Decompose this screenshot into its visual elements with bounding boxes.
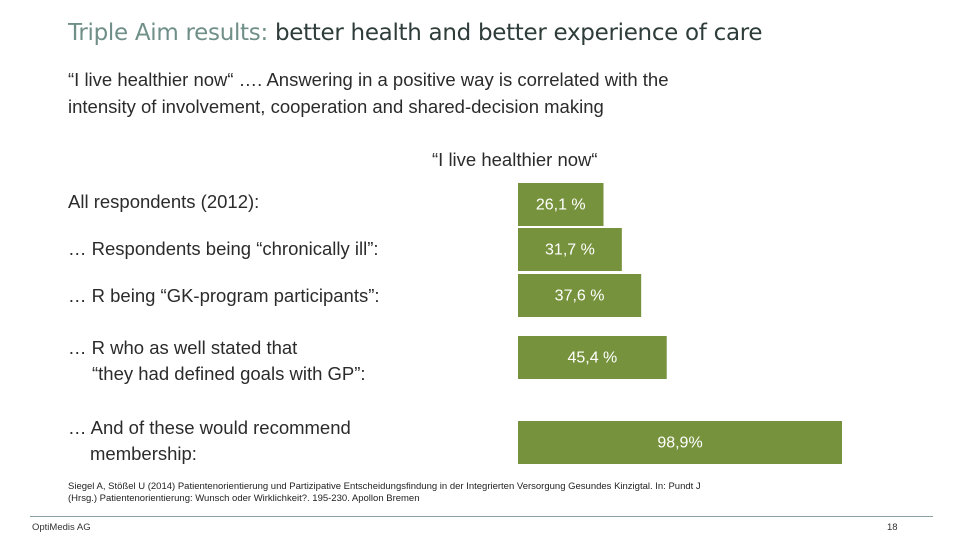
row-label-line-2: “they had defined goals with GP”: <box>92 363 366 384</box>
row-label-chronically-ill: … Respondents being “chronically ill”: <box>68 236 379 262</box>
footnote-line-2: (Hrsg.) Patientenorientierung: Wunsch od… <box>68 493 420 504</box>
footnote-line-1: Siegel A, Stößel U (2014) Patientenorien… <box>68 481 701 492</box>
subtitle-line-2: intensity of involvement, cooperation an… <box>68 96 604 117</box>
footer-company: OptiMedis AG <box>32 522 91 533</box>
bar-2 <box>518 274 642 317</box>
row-label-line: … Respondents being “chronically ill”: <box>68 238 379 259</box>
bar-4 <box>518 421 842 464</box>
row-label-line: … And of these would recommend <box>68 417 351 438</box>
chart-title: “I live healthier now“ <box>432 149 598 170</box>
footer-divider <box>30 516 933 517</box>
slide-subtitle: “I live healthier now“ …. Answering in a… <box>68 66 768 120</box>
slide-title-rest: better health and better experience of c… <box>274 20 763 46</box>
row-label-line: … R who as well stated that <box>68 337 298 358</box>
row-label-line: … R being “GK-program participants”: <box>68 285 380 306</box>
footnote-citation: Siegel A, Stößel U (2014) Patientenorien… <box>68 481 828 505</box>
bar-1 <box>518 228 622 271</box>
bar-label-1: 31,7 % <box>545 242 595 259</box>
row-label-recommend-membership: … And of these would recommend membershi… <box>68 415 351 467</box>
bar-3 <box>518 336 667 379</box>
bar-0 <box>518 183 604 226</box>
subtitle-line-1: “I live healthier now“ …. Answering in a… <box>68 69 669 90</box>
row-label-line: All respondents (2012): <box>68 191 260 212</box>
slide-title: Triple Aim results: better health and be… <box>68 20 763 46</box>
bar-label-3: 45,4 % <box>567 350 617 367</box>
bar-label-0: 26,1 % <box>536 197 586 214</box>
bar-label-2: 37,6 % <box>555 288 605 305</box>
row-label-line-2: membership: <box>90 443 197 464</box>
bar-label-4: 98,9% <box>657 435 702 452</box>
row-label-defined-goals: … R who as well stated that “they had de… <box>68 335 366 387</box>
row-label-all-respondents: All respondents (2012): <box>68 189 259 215</box>
footer-page-number: 18 <box>887 522 898 533</box>
row-label-program-participants: … R being “GK-program participants”: <box>68 283 380 309</box>
slide-title-lead: Triple Aim results: <box>68 20 268 46</box>
